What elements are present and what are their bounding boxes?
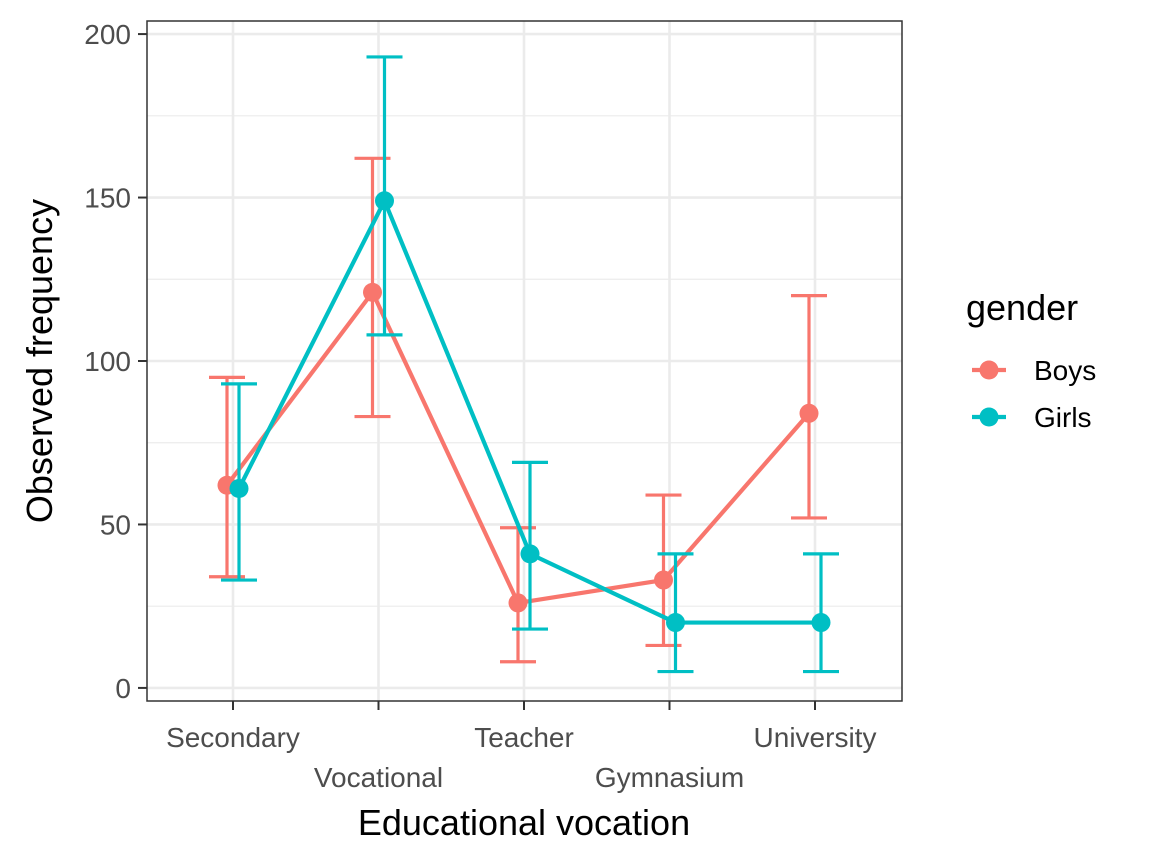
x-tick-label: Teacher (474, 722, 574, 753)
series-boys (209, 156, 827, 664)
y-tick-label: 200 (84, 19, 131, 50)
data-point (654, 570, 673, 590)
legend-item-boys: Boys (972, 355, 1096, 386)
y-tick-label: 100 (84, 346, 131, 377)
series-girls (221, 55, 839, 674)
y-tick-label: 50 (100, 509, 131, 540)
data-point (520, 544, 540, 564)
data-point (229, 479, 249, 498)
legend-item-girls: Girls (972, 402, 1092, 433)
axes: 0 50 100 150 200 Secondary Vocational Teacher Gy… (84, 19, 876, 793)
legend-title: gender (966, 287, 1078, 328)
legend-label: Boys (1034, 355, 1096, 386)
y-tick-label: 150 (84, 183, 131, 214)
data-point (811, 613, 831, 633)
legend-key-point (979, 360, 999, 380)
legend-key-point (979, 407, 999, 427)
data-point (375, 191, 394, 211)
x-tick-label: University (754, 722, 877, 753)
y-tick-label: 0 (115, 673, 131, 704)
x-tick-label: Secondary (166, 722, 300, 753)
x-axis-title: Educational vocation (358, 802, 690, 843)
data-point (666, 613, 685, 633)
x-tick-label: Vocational (314, 762, 443, 793)
legend-label: Girls (1034, 402, 1092, 433)
data-point (363, 282, 382, 302)
series-layer (209, 55, 839, 674)
data-point (508, 593, 528, 613)
grid-lines (147, 21, 902, 701)
data-point (799, 403, 819, 423)
legend: gender Boys Girls (966, 287, 1096, 433)
x-tick-label: Gymnasium (595, 762, 744, 793)
y-axis-title: Observed frequency (19, 199, 60, 523)
